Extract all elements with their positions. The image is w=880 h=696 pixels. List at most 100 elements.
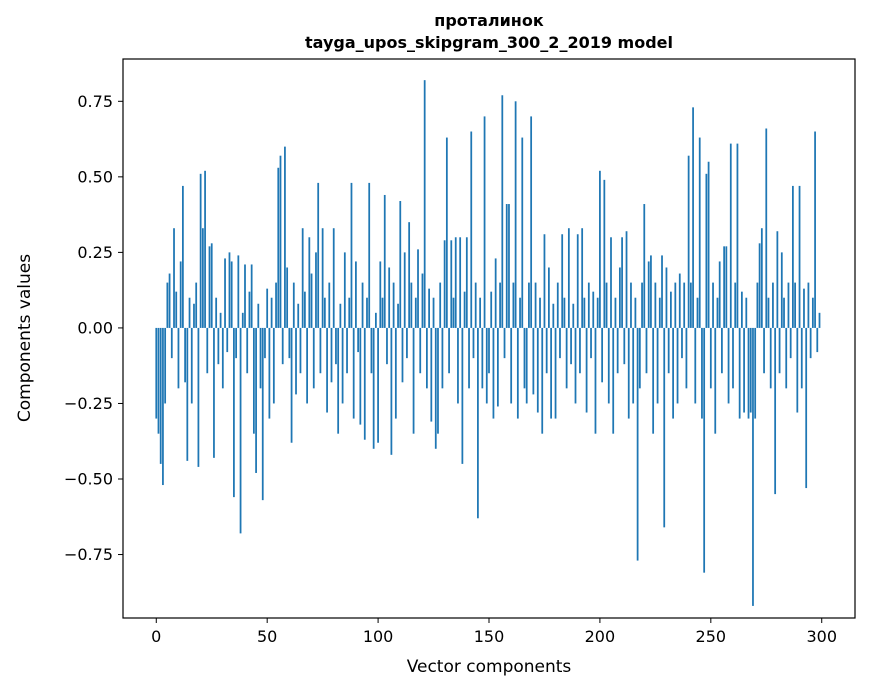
bar <box>605 282 608 328</box>
bar <box>729 143 732 328</box>
bar <box>452 297 455 328</box>
bar <box>246 327 249 374</box>
bar <box>652 327 655 434</box>
bar <box>743 327 745 413</box>
bar <box>423 80 426 328</box>
bar <box>326 327 328 413</box>
bar <box>754 327 757 419</box>
bar <box>414 297 417 328</box>
bar <box>676 327 679 404</box>
bar <box>417 249 419 328</box>
bar <box>747 327 750 419</box>
bar <box>638 327 641 389</box>
bar <box>707 161 710 328</box>
bar <box>268 327 271 419</box>
bar <box>237 255 240 328</box>
bar <box>182 185 184 328</box>
bar <box>239 327 242 534</box>
bar <box>665 267 668 328</box>
bar <box>760 228 763 328</box>
bar <box>328 282 331 328</box>
bar <box>190 327 193 404</box>
bar <box>430 327 433 422</box>
bar <box>179 261 182 328</box>
bar <box>457 327 459 404</box>
bar <box>800 327 803 389</box>
bar <box>809 327 812 359</box>
bar <box>601 327 604 383</box>
bar <box>248 291 251 328</box>
bar <box>738 327 741 419</box>
bar <box>421 273 424 328</box>
bar <box>581 228 584 328</box>
bar <box>295 327 297 395</box>
bar <box>645 327 648 374</box>
y-tick-label: 0.75 <box>77 92 113 111</box>
bar <box>166 282 169 328</box>
bar <box>233 327 235 498</box>
bar <box>264 327 266 359</box>
bar <box>352 327 355 419</box>
bar <box>698 137 701 328</box>
bar <box>490 291 493 328</box>
y-axis-label: Components values <box>15 254 35 422</box>
bar <box>816 327 819 353</box>
bar <box>499 282 501 328</box>
bar <box>270 297 273 328</box>
bar <box>521 137 524 328</box>
bar <box>370 327 373 374</box>
bar <box>292 282 295 328</box>
bar <box>776 231 779 328</box>
bars-layer <box>155 80 821 606</box>
bar <box>221 327 224 389</box>
bar <box>528 282 530 328</box>
bar <box>772 282 774 328</box>
bar <box>563 297 566 328</box>
bar <box>432 297 435 328</box>
bar <box>208 246 211 328</box>
bar <box>612 327 615 434</box>
bar <box>459 237 462 328</box>
bar <box>616 327 619 374</box>
bar <box>716 297 719 328</box>
bar <box>335 327 337 365</box>
bar <box>678 273 681 328</box>
bar <box>550 327 552 419</box>
bar <box>599 170 601 328</box>
bar <box>244 264 246 328</box>
bar <box>443 240 446 328</box>
bar <box>219 312 222 328</box>
bar <box>388 267 391 328</box>
bar <box>545 327 548 374</box>
bar <box>193 303 195 328</box>
bar <box>623 327 626 365</box>
bar <box>672 327 674 419</box>
bar <box>534 282 537 328</box>
bar <box>736 143 739 328</box>
chart-title-line2: tayga_upos_skipgram_300_2_2019 model <box>305 33 673 52</box>
bar <box>811 297 814 328</box>
bar <box>168 273 171 328</box>
bar <box>275 282 277 328</box>
bar <box>627 327 630 419</box>
bar <box>341 327 344 404</box>
bar <box>428 288 430 328</box>
bar <box>279 155 282 328</box>
bar <box>798 185 801 328</box>
y-tick-label: 0.00 <box>77 318 113 337</box>
bar <box>470 131 473 328</box>
bar <box>266 288 269 328</box>
bar <box>681 327 683 359</box>
bar <box>372 327 375 449</box>
bar <box>783 297 785 328</box>
bar <box>705 173 708 328</box>
bar <box>721 327 723 374</box>
bar <box>718 261 721 328</box>
bar <box>390 327 393 455</box>
bar <box>488 327 490 374</box>
bar <box>587 282 590 328</box>
bar <box>450 240 453 328</box>
bar <box>725 246 728 328</box>
bar <box>437 327 439 434</box>
bar <box>445 137 448 328</box>
